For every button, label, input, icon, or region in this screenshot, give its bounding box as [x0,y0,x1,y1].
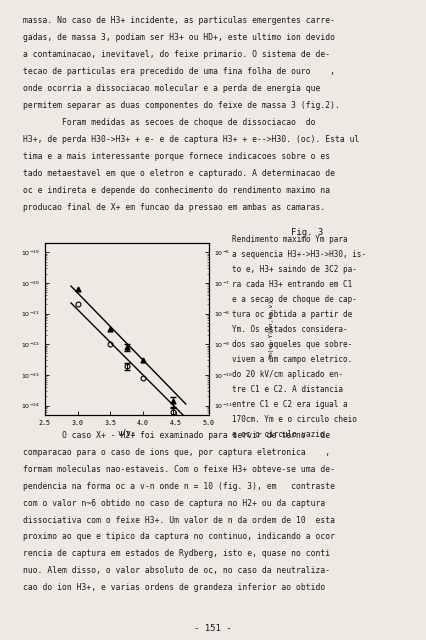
Text: Ym(v)·Y(kn,ke,v): Ym(v)·Y(kn,ke,v) [268,299,273,359]
Text: ra cada H3+ entrando em C1: ra cada H3+ entrando em C1 [232,280,352,289]
Text: a contaminacao, inevitavel, do feixe primario. O sistema de de-: a contaminacao, inevitavel, do feixe pri… [23,50,331,59]
Text: tima e a mais interessante porque fornece indicacoes sobre o es: tima e a mais interessante porque fornec… [23,152,331,161]
Text: e a secao de choque de cap-: e a secao de choque de cap- [232,295,357,304]
Text: tecao de particulas era precedido de uma fina folha de ouro    ,: tecao de particulas era precedido de uma… [23,67,335,76]
Text: producao final de X+ em funcao da pressao em ambas as camaras.: producao final de X+ em funcao da pressa… [23,202,326,212]
Text: Fig. 3: Fig. 3 [291,228,323,237]
Text: tre C1 e C2. A distancia: tre C1 e C2. A distancia [232,385,343,394]
Text: entre C1 e C2 era igual a: entre C1 e C2 era igual a [232,401,348,410]
Text: e oc o circulo vazio.: e oc o circulo vazio. [232,430,329,440]
Text: to e, H3+ saindo de 3C2 pa-: to e, H3+ saindo de 3C2 pa- [232,265,357,274]
Text: rencia de captura em estados de Rydberg, isto e, quase no conti: rencia de captura em estados de Rydberg,… [23,549,331,559]
Text: cao do ion H3+, e varias ordens de grandeza inferior ao obtido: cao do ion H3+, e varias ordens de grand… [23,584,326,593]
Text: tado metaestavel em que o eletron e capturado. A determinacao de: tado metaestavel em que o eletron e capt… [23,169,335,178]
Text: dos sao aqueles que sobre-: dos sao aqueles que sobre- [232,340,352,349]
Text: O caso X+ - H2+ foi examinado para servir de terno   de: O caso X+ - H2+ foi examinado para servi… [23,431,331,440]
Text: Ym. Os estados considera-: Ym. Os estados considera- [232,325,348,334]
Text: a sequencia H3+->H3->H30, is-: a sequencia H3+->H3->H30, is- [232,250,366,259]
Text: 170cm. Ym e o circulo cheio: 170cm. Ym e o circulo cheio [232,415,357,424]
Text: dissociativa com o feixe H3+. Um valor de n da ordem de 10  esta: dissociativa com o feixe H3+. Um valor d… [23,516,335,525]
Text: formam moleculas nao-estaveis. Com o feixe H3+ obteve-se uma de-: formam moleculas nao-estaveis. Com o fei… [23,465,335,474]
Text: onde ocorria a dissociacao molecular e a perda de energia que: onde ocorria a dissociacao molecular e a… [23,84,321,93]
Text: Rendimento maximo Ym para: Rendimento maximo Ym para [232,235,348,244]
Text: oc e indireta e depende do conhecimento do rendimento maximo na: oc e indireta e depende do conhecimento … [23,186,331,195]
Text: vivem a um campo eletrico.: vivem a um campo eletrico. [232,355,352,364]
Text: comparacao para o caso de ions que, por captura eletronica    ,: comparacao para o caso de ions que, por … [23,448,331,457]
Text: H3+, de perda H30->H3+ + e- e de captura H3+ + e-->H30. (oc). Esta ul: H3+, de perda H30->H3+ + e- e de captura… [23,135,360,144]
Text: gadas, de massa 3, podiam ser H3+ ou HD+, este ultimo ion devido: gadas, de massa 3, podiam ser H3+ ou HD+… [23,33,335,42]
Text: tura oc obtida a partir de: tura oc obtida a partir de [232,310,352,319]
Text: permitem separar as duas componentes do feixe de massa 3 (fig.2).: permitem separar as duas componentes do … [23,100,340,110]
Text: massa. No caso de H3+ incidente, as particulas emergentes carre-: massa. No caso de H3+ incidente, as part… [23,16,335,25]
Text: Foram medidas as secoes de choque de dissociacao  do: Foram medidas as secoes de choque de dis… [23,118,316,127]
Text: do 20 kV/cm aplicado en-: do 20 kV/cm aplicado en- [232,370,343,380]
Text: pendencia na forma oc a v-n onde n = 10 (fig. 3), em   contraste: pendencia na forma oc a v-n onde n = 10 … [23,482,335,491]
Text: com o valor n~6 obtido no caso de captura no H2+ ou da captura: com o valor n~6 obtido no caso de captur… [23,499,326,508]
X-axis label: v/v₀: v/v₀ [118,428,136,437]
Text: proximo ao que e tipico da captura no continuo, indicando a ocor: proximo ao que e tipico da captura no co… [23,532,335,541]
Text: nuo. Alem disso, o valor absoluto de oc, no caso da neutraliza-: nuo. Alem disso, o valor absoluto de oc,… [23,566,331,575]
Text: - 151 -: - 151 - [194,624,232,633]
